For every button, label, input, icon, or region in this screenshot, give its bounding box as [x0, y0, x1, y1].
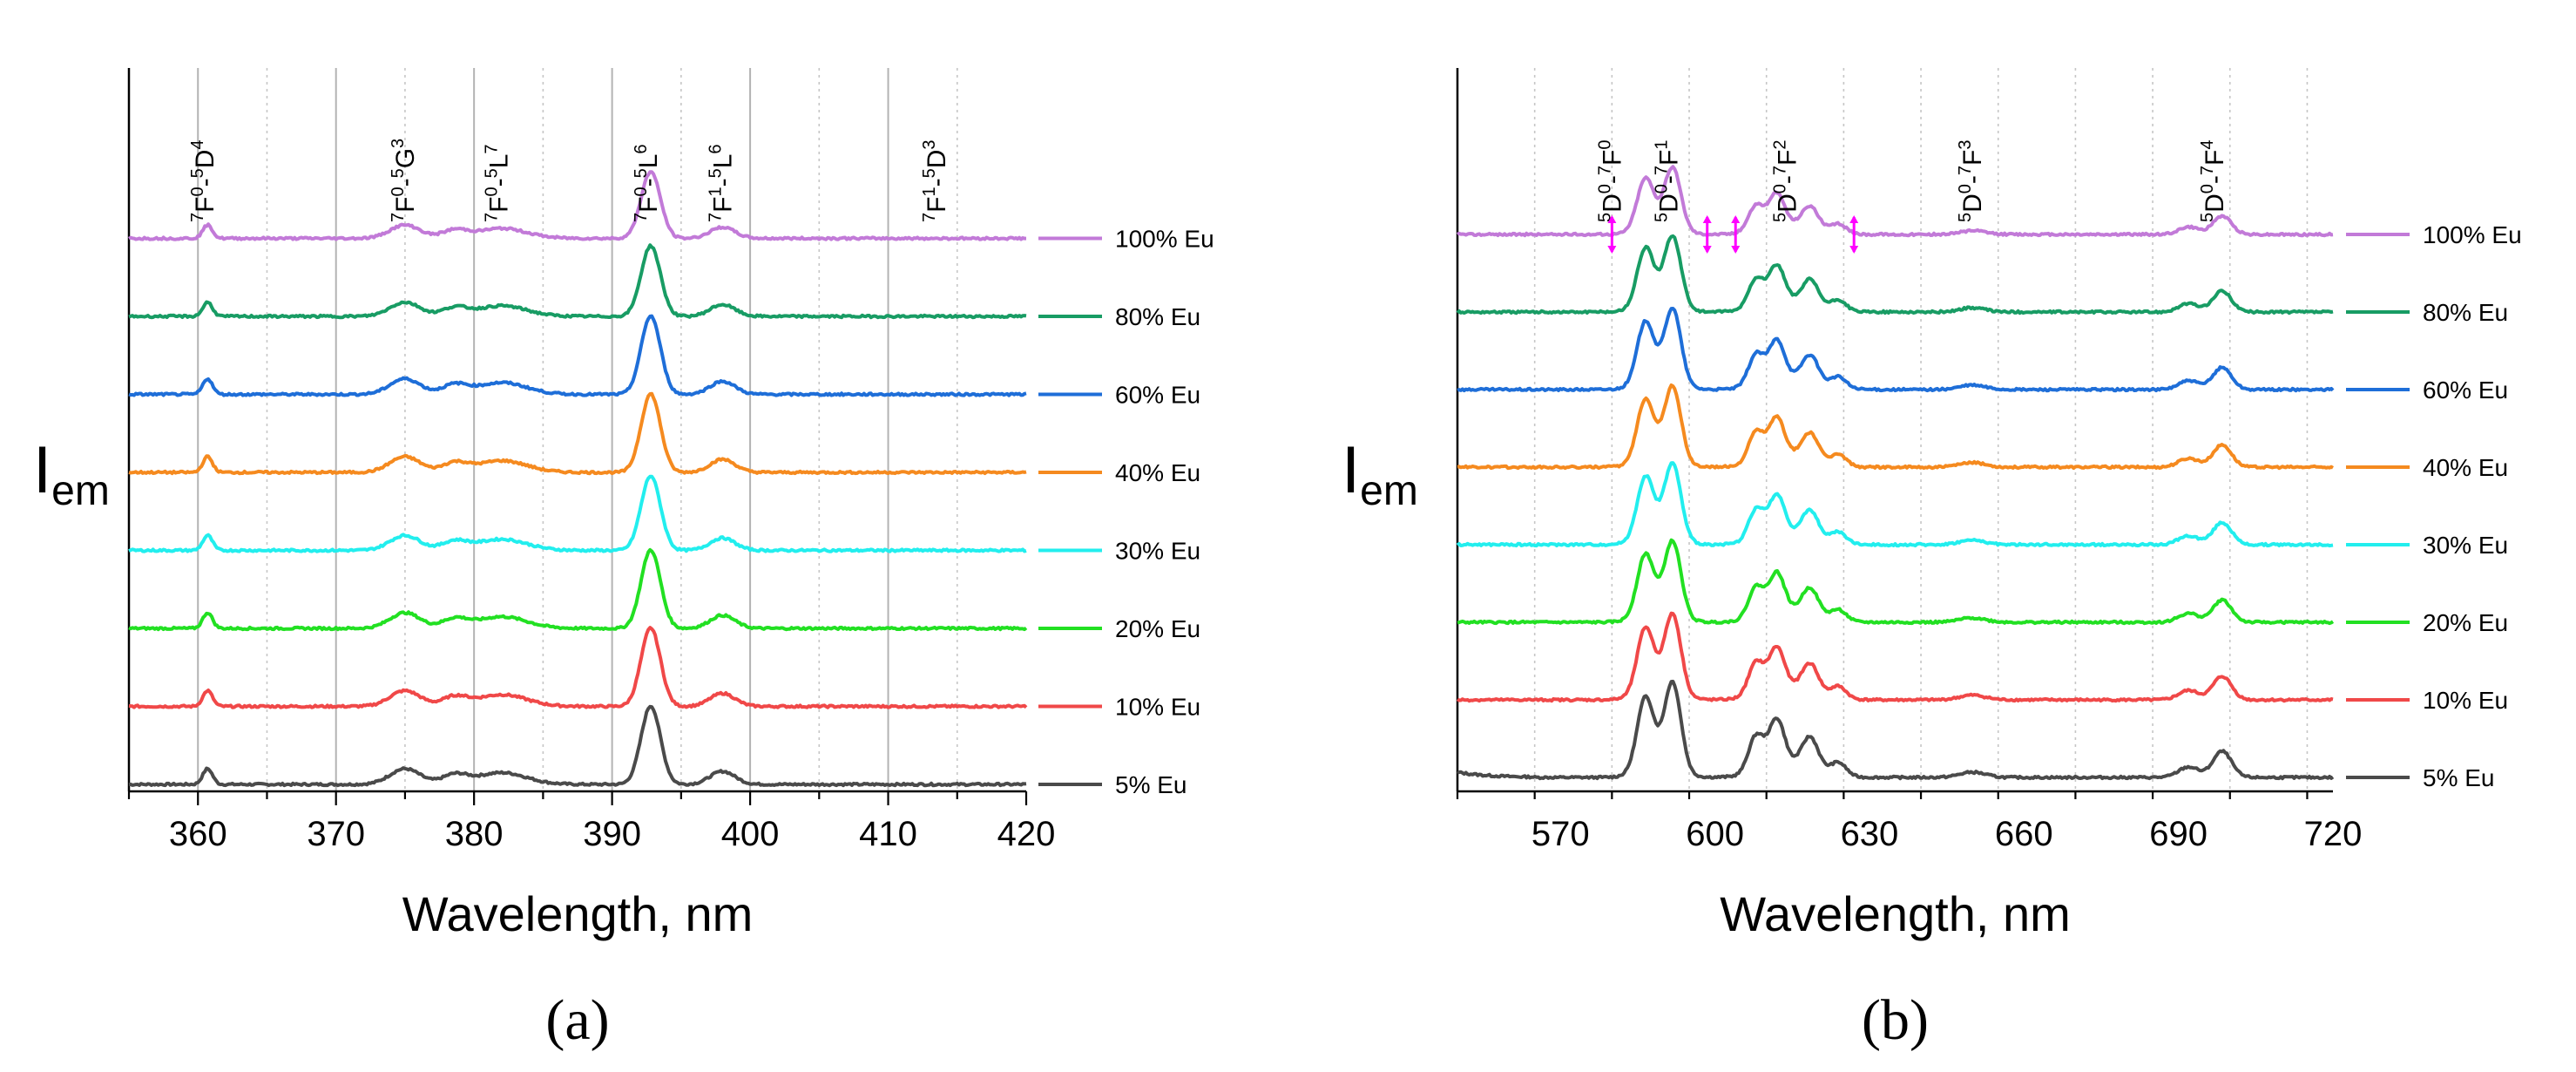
transition-label: 5D0-7F4 — [2198, 140, 2229, 223]
y-axis-title: Iem — [1342, 433, 1418, 514]
transition-label: 7F0-5G3 — [389, 139, 420, 222]
range-marker-arrow — [1731, 215, 1741, 223]
legend-label: 5% Eu — [1115, 771, 1187, 798]
series-line — [1457, 307, 2335, 393]
x-axis-title: Wavelength, nm — [1720, 886, 2071, 941]
legend-label: 40% Eu — [1115, 459, 1200, 486]
legend-label: 20% Eu — [1115, 615, 1200, 642]
transition-label: 5D0-7F3 — [1956, 140, 1987, 223]
series-line — [1456, 165, 2334, 238]
legend-label: 20% Eu — [2423, 609, 2508, 636]
x-tick-label: 410 — [859, 815, 917, 853]
series-line — [128, 391, 1027, 476]
transition-label: 7F0-5L7 — [483, 144, 514, 222]
x-tick-label: 360 — [169, 815, 227, 853]
x-tick-label: 630 — [1841, 815, 1899, 853]
legend-label: 30% Eu — [1115, 538, 1200, 565]
series-line — [1457, 383, 2335, 471]
series-line — [128, 314, 1027, 397]
panel-b-chart: 570 600 630 660 690 720 Wavelength, nm Iem (b) 5%… — [1342, 68, 2522, 1052]
x-tick-label: 720 — [2304, 815, 2363, 853]
panel-label: (b) — [1862, 988, 1929, 1052]
transition-label: 5D0-7F1 — [1652, 140, 1683, 223]
legend-label: 100% Eu — [2423, 221, 2522, 248]
series-line — [128, 474, 1027, 553]
transition-label: 7F1-5L6 — [706, 144, 737, 222]
series-line — [128, 170, 1026, 241]
range-marker-arrow — [1607, 215, 1617, 223]
legend-label: 30% Eu — [2423, 532, 2508, 559]
x-tick-label: 370 — [307, 815, 365, 853]
series-line — [1457, 538, 2335, 626]
x-tick-label: 390 — [583, 815, 641, 853]
series-line — [1456, 461, 2334, 548]
range-marker-arrow — [1849, 246, 1859, 254]
legend-label: 60% Eu — [2423, 377, 2508, 404]
transition-label: 5D0-7F2 — [1770, 140, 1802, 223]
legend-label: 60% Eu — [1115, 382, 1200, 409]
legend-label: 40% Eu — [2423, 454, 2508, 481]
x-tick-label: 660 — [1995, 815, 2053, 853]
x-tick-label: 420 — [997, 815, 1056, 853]
series-line — [128, 243, 1027, 320]
panel-a-chart: 360 370 380 390 400 410 420 Wavelength, nm Iem (a… — [33, 68, 1214, 1052]
series-line — [128, 626, 1028, 709]
series-line — [128, 547, 1028, 632]
legend-label: 80% Eu — [2423, 299, 2508, 326]
series-line — [128, 704, 1027, 788]
transition-label: 5D0-7F0 — [1595, 140, 1626, 223]
legend-label: 100% Eu — [1115, 226, 1214, 253]
legend-label: 10% Eu — [2423, 687, 2508, 714]
range-marker-arrow — [1702, 215, 1712, 223]
series-line — [1457, 679, 2335, 781]
x-tick-label: 400 — [721, 815, 780, 853]
transition-label: 7F1-5D3 — [920, 140, 951, 223]
legend-label: 80% Eu — [1115, 303, 1200, 330]
x-axis-title: Wavelength, nm — [402, 886, 754, 941]
y-axis-title: Iem — [33, 433, 110, 514]
transition-label: 7F0-5L6 — [632, 144, 663, 222]
range-marker-arrow — [1607, 246, 1617, 254]
range-marker-arrow — [1731, 246, 1741, 254]
x-tick-label: 380 — [445, 815, 504, 853]
series-line — [1456, 611, 2334, 703]
transition-label: 7F0-5D4 — [188, 140, 220, 223]
x-tick-label: 570 — [1531, 815, 1590, 853]
legend-label: 10% Eu — [1115, 694, 1200, 721]
x-tick-label: 690 — [2149, 815, 2208, 853]
series-line — [1456, 234, 2334, 315]
legend-label: 5% Eu — [2423, 764, 2495, 791]
panel-label: (a) — [545, 988, 609, 1052]
range-marker-arrow — [1702, 246, 1712, 254]
range-marker-arrow — [1849, 215, 1859, 223]
x-tick-label: 600 — [1686, 815, 1744, 853]
